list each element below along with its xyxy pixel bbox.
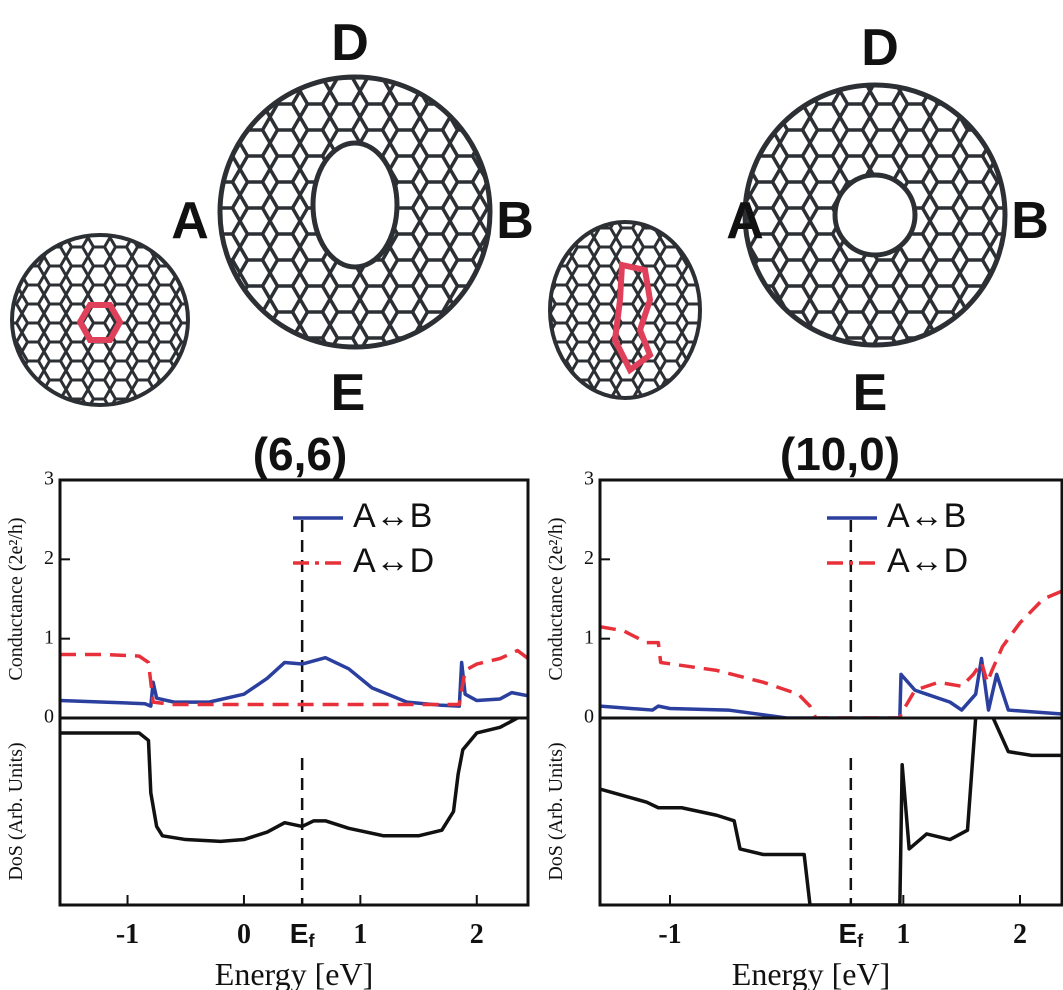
structure-label: D	[861, 19, 899, 77]
chart-title: (10,0)	[780, 428, 900, 480]
structure-label: D	[331, 14, 369, 72]
y-axis-label: DoS (Arb. Units)	[545, 742, 567, 880]
x-tick-label: 2	[1013, 919, 1027, 950]
y-tick-label: 0	[584, 706, 594, 728]
series-line	[60, 651, 528, 705]
y-tick-label: 2	[584, 547, 594, 569]
plot-frame	[60, 718, 528, 905]
molecule	[12, 235, 188, 405]
fermi-label: Ef	[838, 918, 864, 951]
x-tick-label: -1	[658, 919, 681, 950]
chart-title: (6,6)	[253, 428, 348, 480]
x-tick-label: -1	[116, 919, 139, 950]
series-line	[60, 709, 528, 842]
y-tick-label: 0	[44, 706, 54, 728]
y-axis-label: Conductance (2e²/h)	[5, 517, 27, 680]
series-line	[60, 658, 528, 706]
x-tick-label: 2	[470, 919, 484, 950]
fermi-label-main: E	[290, 918, 309, 949]
x-tick-label: 1	[353, 919, 367, 950]
x-axis-label: Energy [eV]	[732, 956, 890, 990]
structure-label: A	[171, 192, 209, 250]
plot-frame	[600, 480, 1062, 718]
y-axis-label: Conductance (2e²/h)	[545, 517, 567, 680]
structure-label: A	[726, 192, 764, 250]
y-axis-label: DoS (Arb. Units)	[5, 742, 27, 880]
molecule	[550, 222, 700, 398]
legend-label: A↔B	[353, 497, 432, 535]
structure-label: E	[331, 364, 366, 422]
plot-frame	[60, 480, 528, 718]
y-tick-label: 1	[44, 626, 54, 648]
fermi-label-sub: f	[857, 931, 864, 951]
structure-label: B	[496, 192, 534, 250]
x-axis-label: Energy [eV]	[215, 956, 373, 990]
fermi-label: Ef	[290, 918, 316, 951]
y-tick-label: 3	[44, 468, 54, 490]
plot-frame	[600, 718, 1062, 905]
structure-label: B	[1011, 192, 1049, 250]
y-tick-label: 1	[584, 626, 594, 648]
legend-label: A↔D	[887, 542, 968, 580]
x-tick-label: 0	[237, 919, 251, 950]
tube-hole	[313, 143, 397, 267]
legend-label: A↔D	[353, 542, 434, 580]
fermi-label-main: E	[838, 918, 857, 949]
figure: (6,6) D A B E 0 1 2 3 A↔B A↔D Conductance (2e²/h) -1…	[0, 0, 1063, 990]
fermi-label-sub: f	[308, 931, 315, 951]
legend-label: A↔B	[887, 497, 966, 535]
x-tick-label: 1	[896, 919, 910, 950]
y-tick-label: 2	[44, 547, 54, 569]
series-line	[600, 699, 1062, 905]
y-tick-label: 3	[584, 468, 594, 490]
tube-hole	[835, 175, 915, 255]
structure-label: E	[853, 364, 888, 422]
